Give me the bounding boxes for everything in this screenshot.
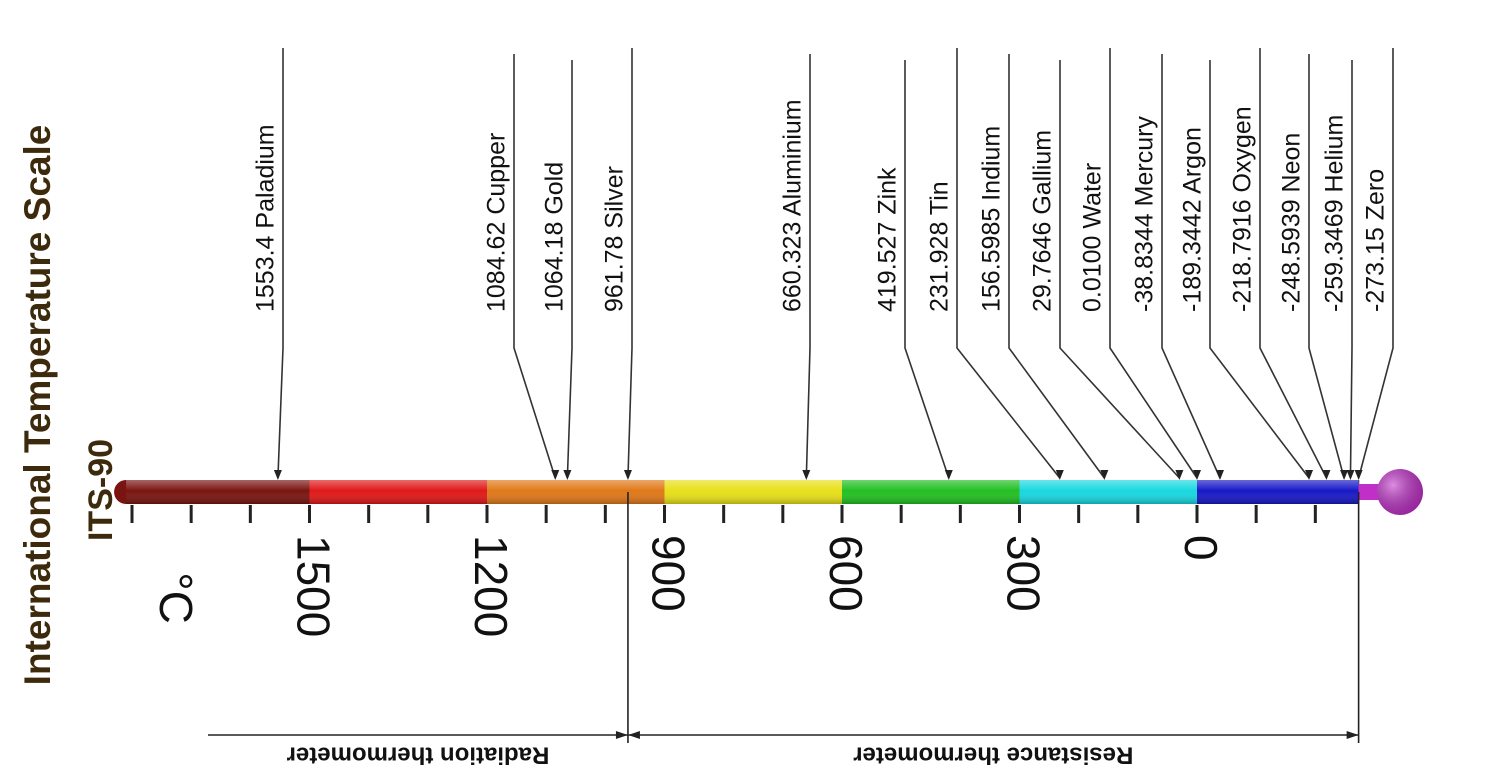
range-arrow — [615, 731, 628, 739]
fixed-point-arrow — [1340, 470, 1349, 480]
fixed-point-label: 156.5985 Indium — [978, 126, 1006, 312]
fixed-point-arrow — [1215, 470, 1224, 480]
fixed-point-label: 1084.62 Cupper — [483, 133, 511, 312]
fixed-point-label: 660.323 Aluminium — [779, 99, 807, 312]
axis-tick-label: 0 — [1175, 535, 1227, 561]
range-label: Resistance thermometer — [853, 742, 1133, 769]
fixed-point-label: 0.0100 Water — [1079, 163, 1107, 312]
axis-tick-label: 900 — [642, 535, 694, 612]
fixed-point-leader — [627, 48, 633, 479]
fixed-point-label: 961.78 Silver — [601, 166, 629, 312]
fixed-point-leader — [1259, 48, 1328, 479]
axis-tick-label: 300 — [997, 535, 1049, 612]
fixed-point-arrow — [1192, 470, 1201, 480]
fixed-point-label: -38.8344 Mercury — [1131, 116, 1159, 312]
fixed-point-label: 1064.18 Gold — [541, 162, 569, 312]
fixed-point-label: -259.3469 Helium — [1321, 115, 1349, 312]
axis-ticks: 1500 1200 900 600 300 0 — [130, 505, 1317, 637]
fixed-point-leader — [277, 48, 284, 479]
fixed-point-leader — [1059, 60, 1180, 479]
bulb-shading — [1377, 469, 1423, 515]
fixed-point-arrow — [802, 470, 811, 480]
thermometer — [114, 469, 1423, 515]
tube-shading — [126, 480, 1359, 504]
range-arrow — [1346, 731, 1359, 739]
leader-layer — [273, 48, 1394, 504]
fixed-point-arrow — [551, 470, 560, 480]
unit-label: °C — [150, 572, 202, 624]
fixed-point-arrow — [1354, 470, 1363, 480]
range-label: Radiation thermometer — [287, 742, 550, 769]
fixed-point-leader — [1349, 60, 1353, 479]
diagram-title: International Temperature Scale — [17, 125, 58, 686]
fixed-point-leader — [1008, 54, 1105, 479]
fixed-point-leader — [1357, 48, 1394, 479]
fixed-point-label: -273.15 Zero — [1362, 169, 1390, 312]
fixed-point-leader — [1209, 60, 1310, 479]
fixed-point-label: 1553.4 Paladium — [252, 124, 280, 312]
fixed-point-leader — [566, 60, 573, 479]
range-brackets: Radiation thermometer Resistance thermome… — [208, 492, 1360, 769]
fixed-point-arrow — [944, 470, 953, 480]
fixed-point-arrow — [1100, 470, 1109, 480]
fixed-point-arrow — [1346, 470, 1355, 480]
fixed-point-label: 231.928 Tin — [926, 181, 954, 312]
axis-tick-label: 600 — [820, 535, 872, 612]
fixed-point-label: -218.7916 Oxygen — [1229, 106, 1257, 312]
axis-tick-label: 1500 — [287, 535, 339, 637]
fixed-point-label: 29.7646 Gallium — [1029, 130, 1057, 312]
fixed-point-arrow — [1055, 470, 1064, 480]
fixed-point-arrow — [1305, 470, 1314, 480]
fixed-point-arrow — [1175, 470, 1184, 480]
fixed-point-label: 419.527 Zink — [874, 167, 902, 312]
fixed-point-arrow — [273, 470, 282, 480]
fixed-point-arrow — [563, 470, 572, 480]
fixed-point-leader — [1308, 54, 1345, 479]
fixed-point-leader — [904, 60, 950, 479]
fixed-point-leader — [956, 48, 1061, 479]
fixed-point-labels: 1553.4 Paladium 1084.62 Cupper 1064.18 Gol… — [252, 99, 1390, 312]
fixed-point-arrow — [623, 470, 632, 480]
fixed-point-leader — [513, 54, 557, 479]
diagram-subtitle: ITS-90 — [82, 439, 120, 541]
fixed-point-arrow — [1322, 470, 1331, 480]
fixed-point-label: -248.5939 Neon — [1278, 133, 1306, 312]
fixed-point-leader — [1161, 54, 1221, 479]
fixed-point-leader — [805, 54, 811, 479]
axis-tick-label: 1200 — [465, 535, 517, 637]
range-arrow — [627, 731, 640, 739]
fixed-point-label: -189.3442 Argon — [1179, 127, 1207, 312]
fixed-point-leader — [1109, 48, 1198, 479]
